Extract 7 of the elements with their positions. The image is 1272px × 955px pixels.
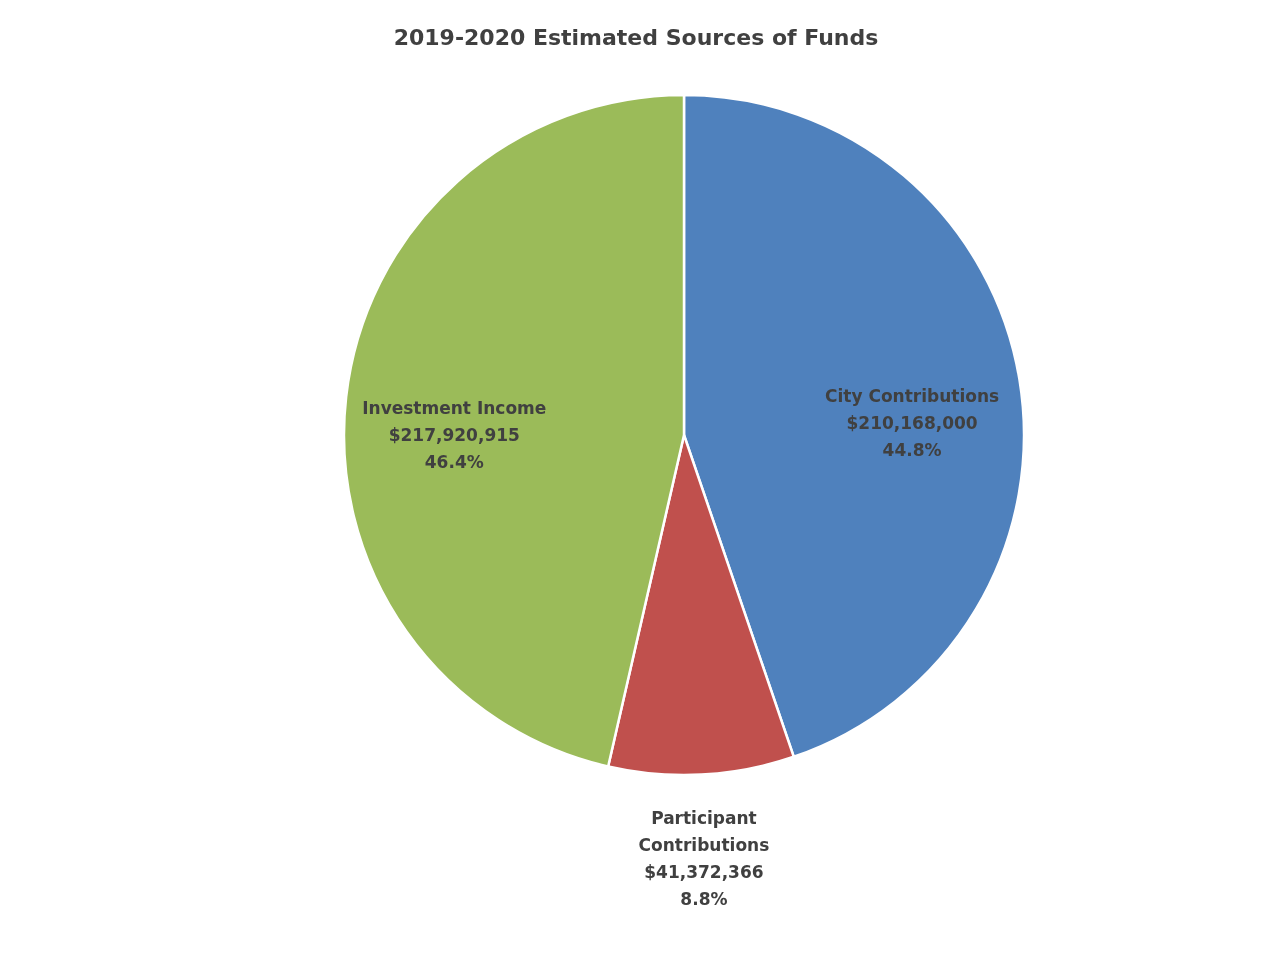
slice-label: Participant Contributions bbox=[638, 807, 770, 855]
chart-title: 2019-2020 Estimated Sources of Funds bbox=[393, 25, 879, 50]
slice-label: City Contributions bbox=[825, 386, 1000, 407]
data-label: $41,372,366 8.8% bbox=[644, 861, 764, 909]
slice-label: Investment Income bbox=[362, 398, 547, 419]
data-label: $210,168,000 44.8% bbox=[846, 413, 978, 461]
data-label: $217,920,915 46.4% bbox=[388, 425, 520, 473]
